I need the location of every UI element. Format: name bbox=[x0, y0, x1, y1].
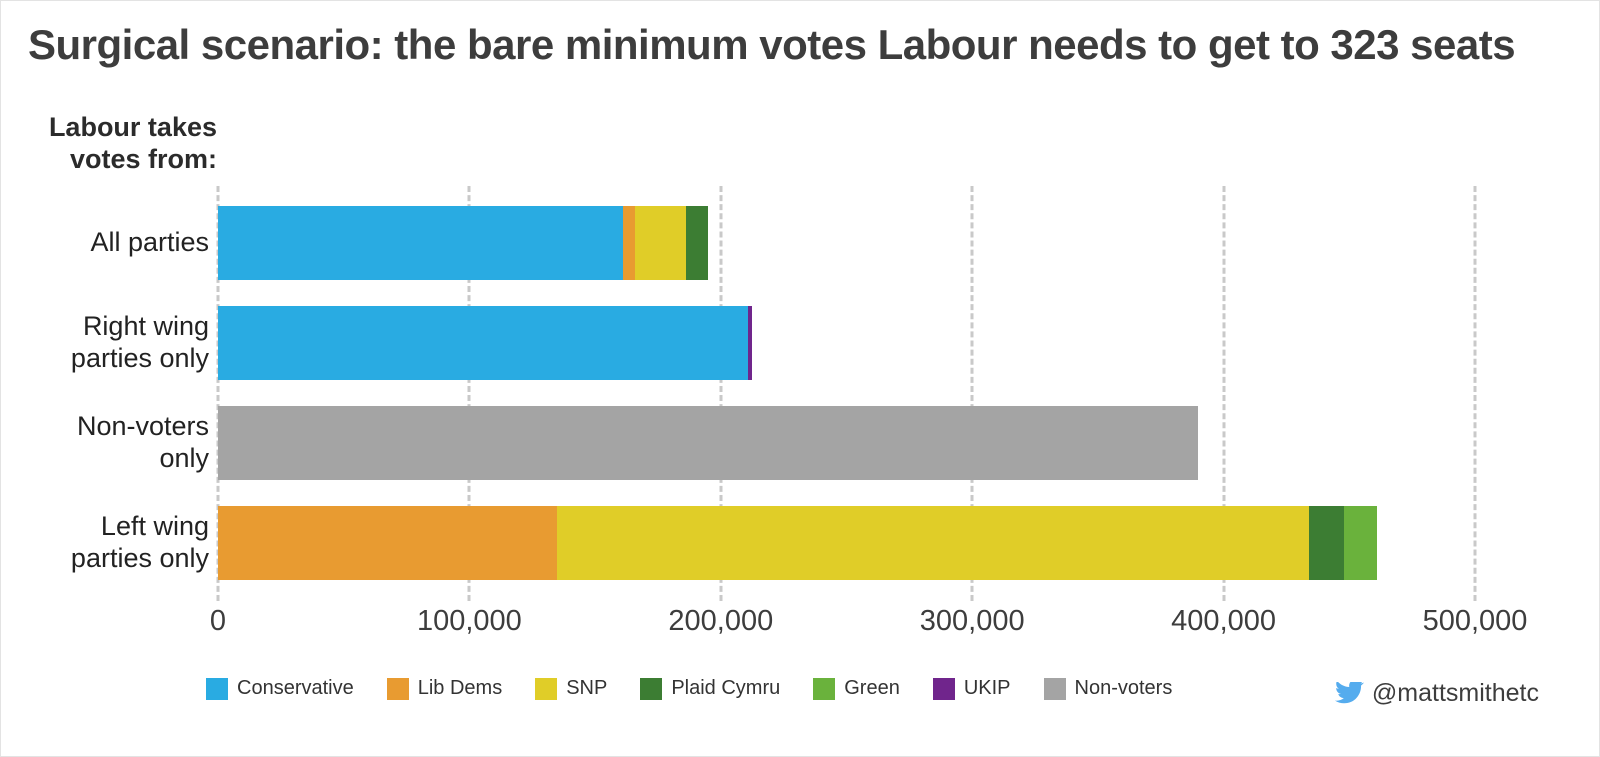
x-axis: 0 100,000 200,000 300,000 400,000 500,000 bbox=[210, 605, 1527, 645]
gridline-100-000 bbox=[467, 186, 471, 601]
bar-row-all-parties bbox=[218, 206, 1475, 280]
legend-swatch-snp bbox=[535, 677, 558, 700]
bar-segment-right-wing-parties-only-ukip bbox=[748, 306, 753, 380]
y-axis-note-line2: votes from: bbox=[69, 144, 217, 175]
bars-layer bbox=[218, 186, 1475, 601]
legend-item-lib-dems: Lib Dems bbox=[386, 677, 503, 700]
twitter-icon bbox=[1334, 681, 1364, 706]
legend-label-green: Green bbox=[844, 677, 900, 699]
gridline-200-000 bbox=[719, 186, 723, 601]
row-label-right-wing-parties-only: Right wing parties only bbox=[70, 311, 209, 373]
gridline-0 bbox=[216, 186, 220, 601]
legend-swatch-ukip bbox=[932, 677, 955, 700]
bar-segment-all-parties-lib-dems bbox=[622, 206, 636, 280]
x-tick-label-0: 0 bbox=[209, 605, 227, 637]
legend-item-non-voters: Non-voters bbox=[1043, 677, 1173, 700]
bar-segment-all-parties-plaid-cymru bbox=[685, 206, 709, 280]
legend-swatch-conservative bbox=[206, 677, 228, 700]
bar-segment-left-wing-parties-only-lib-dems bbox=[218, 506, 558, 580]
legend-swatch-green bbox=[813, 677, 836, 700]
gridline-300-000 bbox=[970, 186, 974, 601]
row-label-all-parties: All parties bbox=[90, 227, 209, 258]
bar-row-non-voters-only bbox=[218, 406, 1475, 480]
legend-label-conservative: Conservative bbox=[237, 677, 354, 699]
legend: Conservative Lib Dems SNP Plaid Cymru Green U… bbox=[206, 677, 1172, 700]
legend-swatch-lib-dems bbox=[386, 677, 409, 700]
bar-segment-left-wing-parties-only-green bbox=[1344, 506, 1377, 580]
gridline-500-000 bbox=[1473, 186, 1477, 601]
bar-segment-all-parties-conservative bbox=[218, 206, 623, 280]
gridline-400-000 bbox=[1222, 186, 1226, 601]
legend-swatch-non-voters bbox=[1043, 677, 1066, 700]
legend-label-lib-dems: Lib Dems bbox=[417, 677, 503, 699]
bar-segment-all-parties-snp bbox=[635, 206, 686, 280]
legend-swatch-plaid-cymru bbox=[640, 677, 663, 700]
y-axis-note: Labour takes votes from: bbox=[21, 111, 217, 176]
legend-item-green: Green bbox=[813, 677, 900, 700]
x-tick-label-400-000: 400,000 bbox=[1171, 605, 1277, 637]
chart-title: Surgical scenario: the bare minimum vote… bbox=[28, 21, 1516, 68]
attribution-handle: @mattsmithetc bbox=[1371, 679, 1539, 707]
legend-item-conservative: Conservative bbox=[206, 677, 354, 700]
bar-row-left-wing-parties-only bbox=[218, 506, 1475, 580]
y-axis-note-line1: Labour takes bbox=[48, 112, 217, 142]
row-label-non-voters-only: Non-voters only bbox=[76, 411, 209, 473]
plot-area bbox=[216, 186, 1477, 601]
x-tick-label-100-000: 100,000 bbox=[416, 605, 522, 637]
legend-item-plaid-cymru: Plaid Cymru bbox=[640, 677, 780, 700]
legend-label-non-voters: Non-voters bbox=[1074, 677, 1173, 699]
x-tick-label-500-000: 500,000 bbox=[1422, 605, 1528, 637]
legend-label-snp: SNP bbox=[566, 677, 608, 699]
bar-segment-left-wing-parties-only-plaid-cymru bbox=[1309, 506, 1345, 580]
bar-segment-left-wing-parties-only-snp bbox=[557, 506, 1310, 580]
bar-segment-right-wing-parties-only-conservative bbox=[218, 306, 749, 380]
legend-label-plaid-cymru: Plaid Cymru bbox=[671, 677, 781, 699]
bar-row-right-wing-parties-only bbox=[218, 306, 1475, 380]
legend-item-ukip: UKIP bbox=[932, 677, 1011, 700]
gridlines bbox=[216, 186, 1477, 601]
attribution: @mattsmithetc bbox=[1334, 679, 1539, 708]
x-tick-label-300-000: 300,000 bbox=[919, 605, 1025, 637]
legend-item-snp: SNP bbox=[535, 677, 607, 700]
legend-label-ukip: UKIP bbox=[963, 677, 1011, 699]
row-label-left-wing-parties-only: Left wing parties only bbox=[70, 511, 209, 573]
x-tick-label-200-000: 200,000 bbox=[668, 605, 774, 637]
bar-segment-non-voters-only-non-voters bbox=[218, 406, 1199, 480]
